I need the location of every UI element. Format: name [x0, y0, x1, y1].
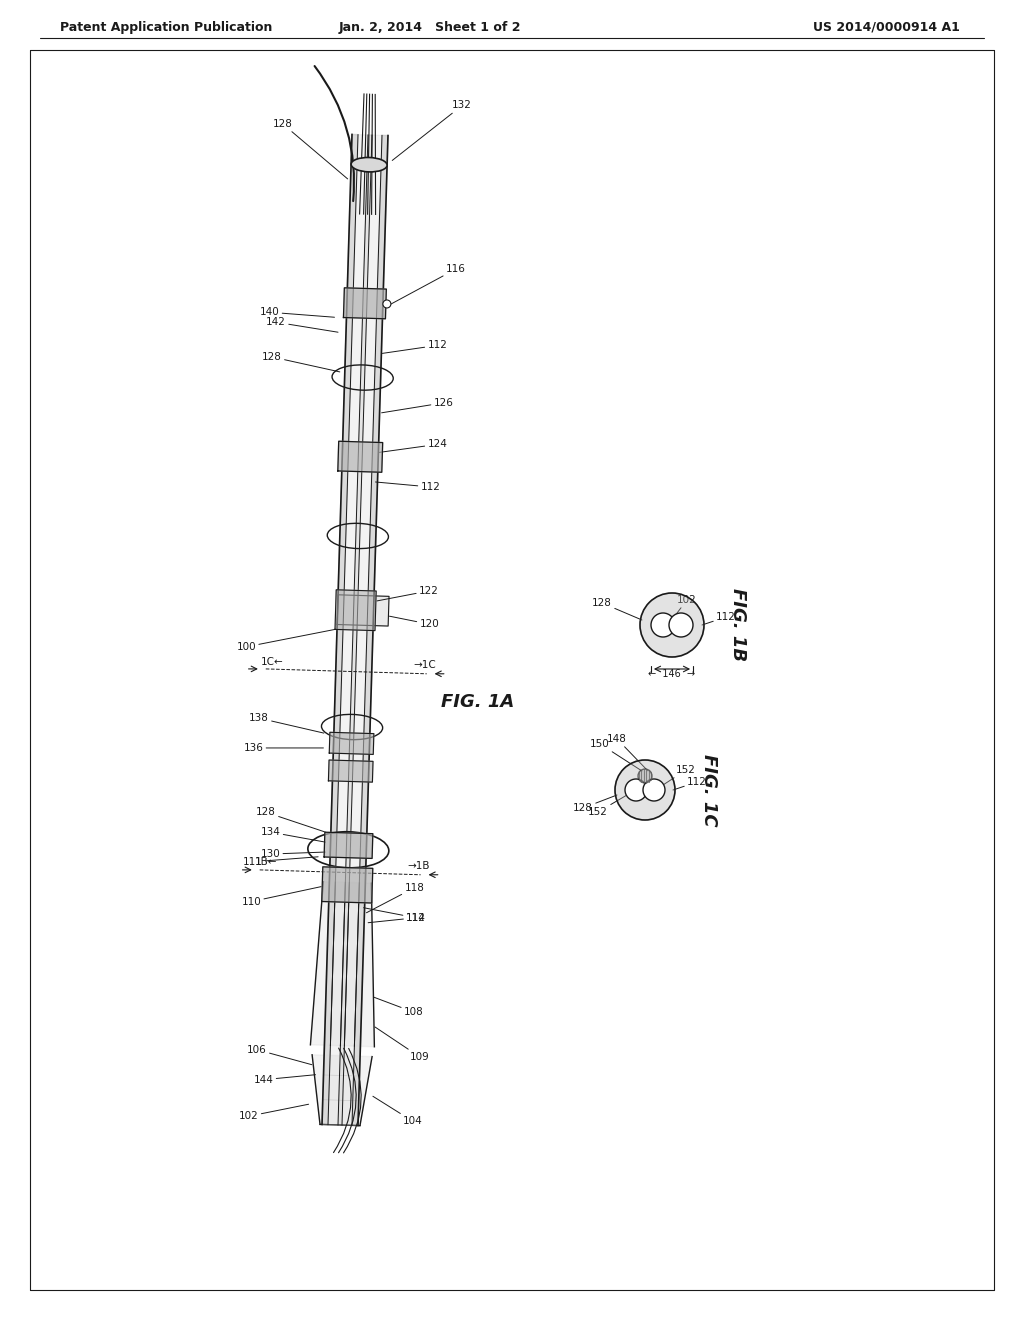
Polygon shape: [338, 135, 372, 1125]
Text: 150: 150: [590, 739, 642, 771]
Text: 124: 124: [379, 440, 447, 453]
Text: 102: 102: [239, 1105, 308, 1121]
Text: FIG. 1B: FIG. 1B: [729, 589, 746, 661]
Polygon shape: [322, 135, 358, 1125]
Text: 130: 130: [260, 849, 326, 859]
Text: 132: 132: [392, 100, 472, 161]
Text: 112: 112: [673, 777, 707, 789]
Polygon shape: [615, 760, 675, 820]
Text: 128: 128: [573, 795, 617, 813]
Text: 128: 128: [272, 119, 348, 180]
Text: 111: 111: [244, 857, 318, 867]
Text: 138: 138: [249, 713, 324, 733]
Polygon shape: [312, 1055, 372, 1126]
Text: 112: 112: [702, 612, 736, 624]
Text: FIG. 1C: FIG. 1C: [700, 754, 718, 826]
Text: 109: 109: [375, 1027, 430, 1063]
Text: 112: 112: [364, 908, 425, 923]
Text: 110: 110: [242, 887, 322, 907]
Text: →1C: →1C: [414, 660, 436, 671]
Polygon shape: [322, 135, 388, 1126]
Polygon shape: [310, 882, 375, 1047]
Polygon shape: [337, 595, 389, 626]
Polygon shape: [330, 733, 374, 755]
Text: 116: 116: [391, 264, 466, 304]
Text: 128: 128: [262, 352, 340, 372]
Circle shape: [643, 779, 665, 801]
Text: 114: 114: [369, 912, 426, 923]
Polygon shape: [640, 593, 705, 657]
Polygon shape: [329, 760, 373, 783]
Text: 134: 134: [261, 828, 326, 842]
Text: 126: 126: [382, 397, 454, 413]
Circle shape: [651, 612, 675, 638]
Circle shape: [638, 770, 652, 783]
Circle shape: [383, 300, 391, 308]
Text: 1B←: 1B←: [255, 858, 278, 867]
Text: 106: 106: [247, 1044, 312, 1065]
Text: 112: 112: [376, 482, 440, 492]
Text: 108: 108: [374, 997, 424, 1018]
Text: 1C←: 1C←: [261, 656, 284, 667]
Text: ←  146  →: ← 146 →: [648, 669, 695, 678]
Text: 100: 100: [237, 630, 335, 652]
Text: 140: 140: [260, 308, 335, 317]
Text: 136: 136: [244, 743, 324, 752]
Text: 118: 118: [367, 883, 424, 912]
Text: 152: 152: [663, 766, 696, 785]
Text: 144: 144: [254, 1074, 315, 1085]
Polygon shape: [352, 136, 388, 1126]
Text: →1B: →1B: [408, 862, 430, 871]
Text: 142: 142: [266, 317, 338, 333]
Polygon shape: [322, 867, 373, 903]
Polygon shape: [335, 590, 376, 631]
Text: 122: 122: [377, 586, 438, 601]
Ellipse shape: [351, 157, 387, 172]
Text: 152: 152: [588, 795, 627, 817]
Polygon shape: [338, 441, 383, 473]
Text: 148: 148: [607, 734, 648, 771]
Text: 112: 112: [382, 341, 447, 354]
Text: 128: 128: [256, 808, 326, 832]
Polygon shape: [325, 832, 373, 858]
Polygon shape: [343, 288, 386, 319]
Circle shape: [669, 612, 693, 638]
Text: FIG. 1A: FIG. 1A: [441, 693, 514, 710]
Circle shape: [625, 779, 647, 801]
Text: 128: 128: [592, 598, 642, 620]
Text: 104: 104: [373, 1097, 423, 1126]
Text: US 2014/0000914 A1: US 2014/0000914 A1: [813, 21, 961, 33]
Text: Patent Application Publication: Patent Application Publication: [60, 21, 272, 33]
Text: 102: 102: [668, 595, 696, 624]
Text: Jan. 2, 2014   Sheet 1 of 2: Jan. 2, 2014 Sheet 1 of 2: [339, 21, 521, 33]
Text: 120: 120: [389, 616, 439, 630]
